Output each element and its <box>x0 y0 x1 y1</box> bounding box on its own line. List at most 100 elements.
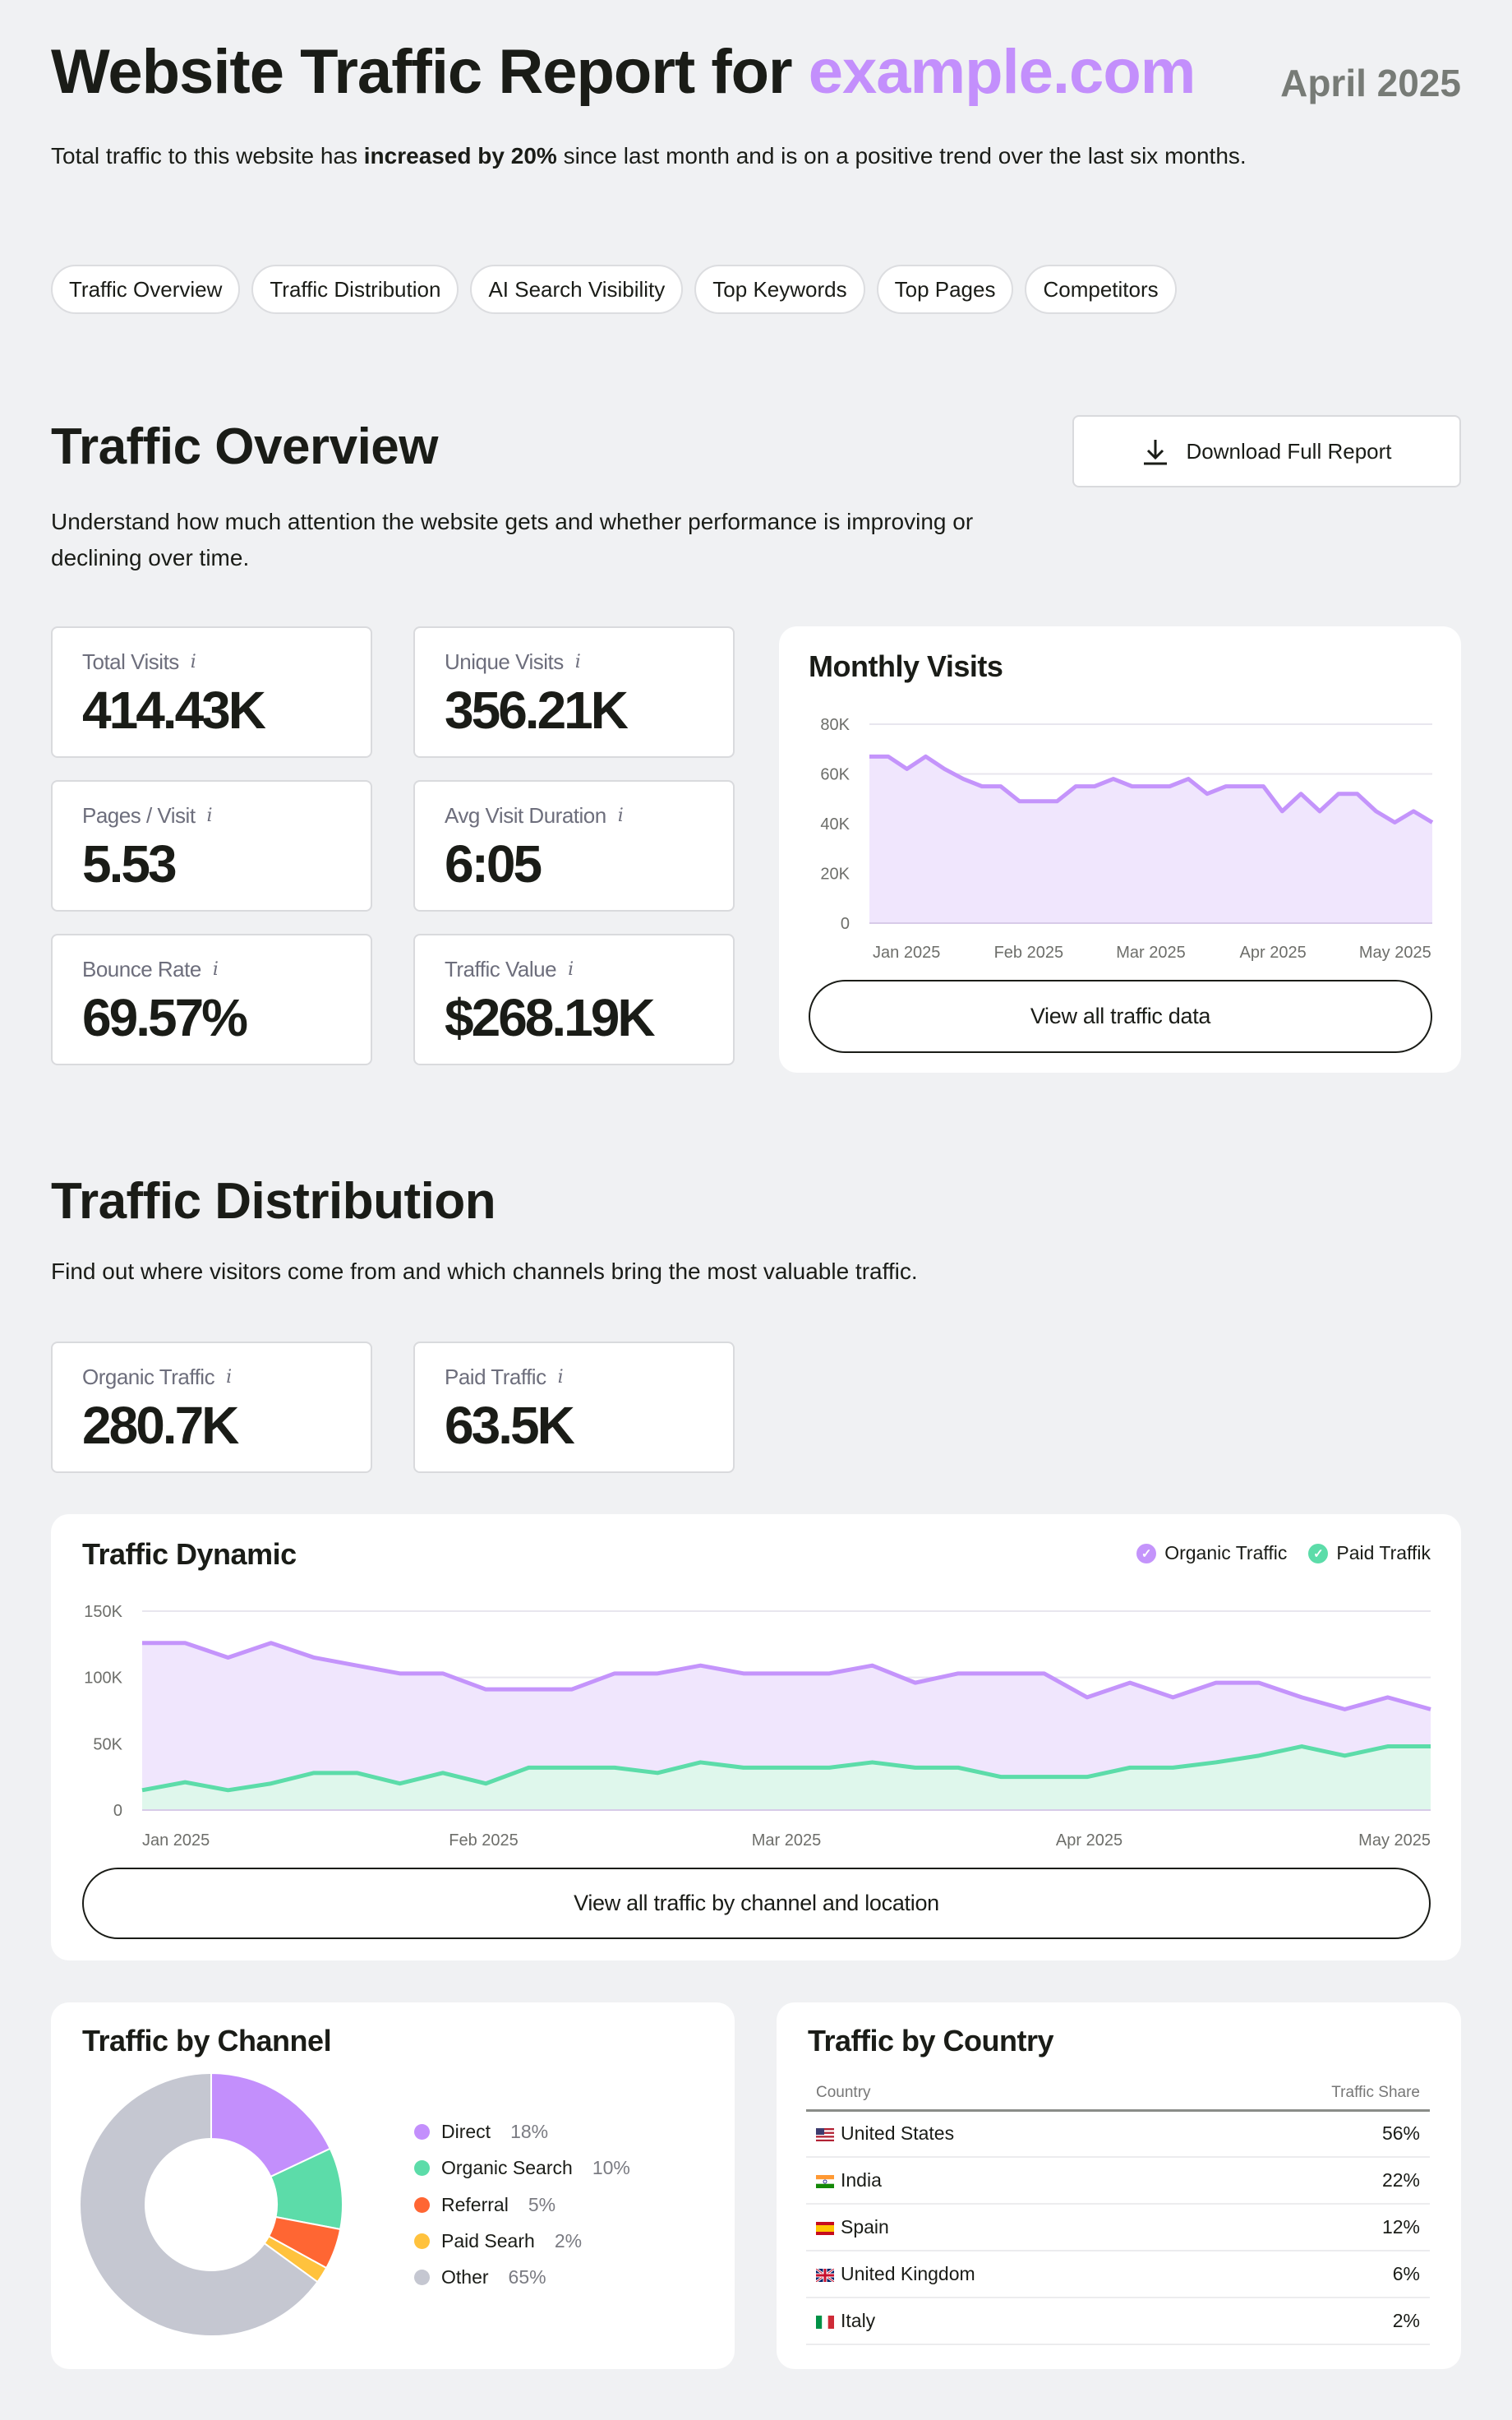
country-cell: Italy <box>806 2298 1195 2345</box>
traffic-by-country-card: Traffic by Country Country Traffic Share… <box>777 2002 1461 2369</box>
monthly-visits-chart: 0 20K 40K 60K 80K Jan 2025 Feb 2025 Mar 2025 Apr… <box>820 716 1434 962</box>
legend-paid-traffic[interactable]: ✓ Paid Traffik <box>1308 1542 1431 1564</box>
table-row[interactable]: United States 56% <box>806 2110 1430 2158</box>
kpi-paid-traffic: Paid Traffic i 63.5K <box>413 1342 735 1473</box>
view-all-traffic-button[interactable]: View all traffic data <box>809 980 1432 1053</box>
series-line-0 <box>869 754 1434 824</box>
section-nav: Traffic Overview Traffic Distribution AI… <box>51 265 1177 314</box>
kpi-value: 414.43K <box>82 681 266 740</box>
info-icon[interactable]: i <box>557 1367 564 1388</box>
nav-pill-top-pages[interactable]: Top Pages <box>876 265 1014 314</box>
x-tick-label: Feb 2025 <box>449 1831 519 1850</box>
nav-pill-competitors[interactable]: Competitors <box>1025 265 1177 314</box>
nav-pill-traffic-distribution[interactable]: Traffic Distribution <box>251 265 459 314</box>
legend-item-referral[interactable]: Referral 5% <box>414 2194 555 2216</box>
kpi-label: Bounce Rate <box>82 957 201 981</box>
info-icon[interactable]: i <box>212 959 219 980</box>
kpi-label: Traffic Value <box>445 957 557 981</box>
x-tick-label: Apr 2025 <box>1056 1831 1122 1850</box>
info-icon[interactable]: i <box>568 959 574 980</box>
country-cell: India <box>806 2157 1195 2205</box>
overview-title: Traffic Overview <box>51 418 439 475</box>
legend-label: Other <box>441 2266 489 2288</box>
info-icon[interactable]: i <box>574 652 581 672</box>
y-tick-label: 0 <box>841 915 850 933</box>
kpi-avg-visit-duration: Avg Visit Duration i 6:05 <box>413 780 735 912</box>
x-tick-label: May 2025 <box>1358 1831 1431 1850</box>
y-tick-label: 60K <box>820 766 850 784</box>
traffic-share-cell: 6% <box>1194 2251 1430 2298</box>
legend-item-direct[interactable]: Direct 18% <box>414 2121 548 2143</box>
check-circle-icon: ✓ <box>1308 1543 1329 1563</box>
donut-slice-direct <box>210 2071 332 2178</box>
info-icon[interactable]: i <box>617 806 624 826</box>
chart-legend: ✓ Organic Traffic ✓ Paid Traffik <box>1136 1542 1431 1564</box>
country-cell: United Kingdom <box>806 2251 1195 2298</box>
kpi-label: Total Visits <box>82 649 179 674</box>
x-tick-label: Apr 2025 <box>1240 944 1307 962</box>
nav-pill-ai-search-visibility[interactable]: AI Search Visibility <box>470 265 684 314</box>
traffic-share-cell: 12% <box>1194 2204 1430 2251</box>
us-flag-icon <box>816 2128 834 2142</box>
series-area-0 <box>142 1642 1431 1810</box>
column-header-traffic-share[interactable]: Traffic Share <box>1194 2077 1430 2112</box>
table-row[interactable]: Italy 2% <box>806 2298 1430 2345</box>
monthly-visits-title: Monthly Visits <box>809 649 1003 683</box>
traffic-dynamic-chart: 0 50K 100K 150K Jan 2025 Feb 2025 Mar 2025 Apr … <box>84 1603 1431 1850</box>
kpi-label: Unique Visits <box>445 649 564 674</box>
view-traffic-by-channel-button[interactable]: View all traffic by channel and location <box>82 1868 1431 1939</box>
y-tick-label: 40K <box>820 815 850 834</box>
title-prefix: Website Traffic Report for <box>51 37 793 107</box>
country-table: Country Traffic Share United States 56% In… <box>806 2077 1430 2345</box>
x-tick-label: Jan 2025 <box>873 944 940 962</box>
kpi-total-visits: Total Visits i 414.43K <box>51 626 372 758</box>
kpi-pages-per-visit: Pages / Visit i 5.53 <box>51 780 372 912</box>
traffic-dynamic-title: Traffic Dynamic <box>82 1537 297 1571</box>
kpi-value: 356.21K <box>445 681 629 740</box>
legend-label: Paid Traffik <box>1336 1542 1431 1563</box>
kpi-value: 5.53 <box>82 834 177 894</box>
info-icon[interactable]: i <box>190 652 196 672</box>
kpi-value: 63.5K <box>445 1396 575 1455</box>
kpi-label: Pages / Visit <box>82 803 196 828</box>
table-row[interactable]: United Kingdom 6% <box>806 2251 1430 2298</box>
column-header-country[interactable]: Country <box>806 2077 1195 2112</box>
traffic-by-channel-title: Traffic by Channel <box>82 2024 332 2057</box>
donut-slice-other <box>79 2071 319 2337</box>
legend-organic-traffic[interactable]: ✓ Organic Traffic <box>1136 1542 1287 1564</box>
table-row[interactable]: India 22% <box>806 2157 1430 2205</box>
monthly-visits-card: Monthly Visits 0 20K 40K 60K 80K Jan 2025 Feb … <box>779 626 1461 1073</box>
series-area-0 <box>869 756 1432 923</box>
download-report-button[interactable]: Download Full Report <box>1072 415 1461 487</box>
legend-dot-icon <box>414 2160 430 2176</box>
series-area-1 <box>142 1746 1431 1810</box>
title-domain[interactable]: example.com <box>808 37 1196 107</box>
uk-flag-icon <box>816 2268 834 2282</box>
country-name: United States <box>841 2122 955 2145</box>
distribution-title: Traffic Distribution <box>51 1173 496 1230</box>
kpi-label: Avg Visit Duration <box>445 803 606 828</box>
intro-after: since last month and is on a positive tr… <box>556 143 1247 169</box>
info-icon[interactable]: i <box>206 806 213 826</box>
legend-item-organic-search[interactable]: Organic Search 10% <box>414 2157 630 2179</box>
info-icon[interactable]: i <box>226 1367 232 1388</box>
legend-dot-icon <box>414 2124 430 2140</box>
page-title: Website Traffic Report for example.com <box>51 36 1196 108</box>
legend-item-paid-searh[interactable]: Paid Searh 2% <box>414 2230 582 2252</box>
traffic-share-cell: 2% <box>1194 2298 1430 2345</box>
legend-label: Paid Searh <box>441 2230 535 2251</box>
y-tick-label: 100K <box>84 1670 122 1688</box>
intro-before: Total traffic to this website has <box>51 143 364 169</box>
legend-percent: 65% <box>508 2266 546 2288</box>
table-row[interactable]: Spain 12% <box>806 2204 1430 2251</box>
legend-percent: 18% <box>510 2121 549 2142</box>
y-tick-label: 20K <box>820 866 850 884</box>
nav-pill-top-keywords[interactable]: Top Keywords <box>694 265 865 314</box>
x-tick-label: May 2025 <box>1359 944 1431 962</box>
check-circle-icon: ✓ <box>1136 1543 1157 1563</box>
kpi-value: 6:05 <box>445 834 542 894</box>
legend-item-other[interactable]: Other 65% <box>414 2266 546 2288</box>
legend-percent: 10% <box>592 2157 630 2178</box>
nav-pill-traffic-overview[interactable]: Traffic Overview <box>51 265 241 314</box>
traffic-share-cell: 22% <box>1194 2157 1430 2205</box>
